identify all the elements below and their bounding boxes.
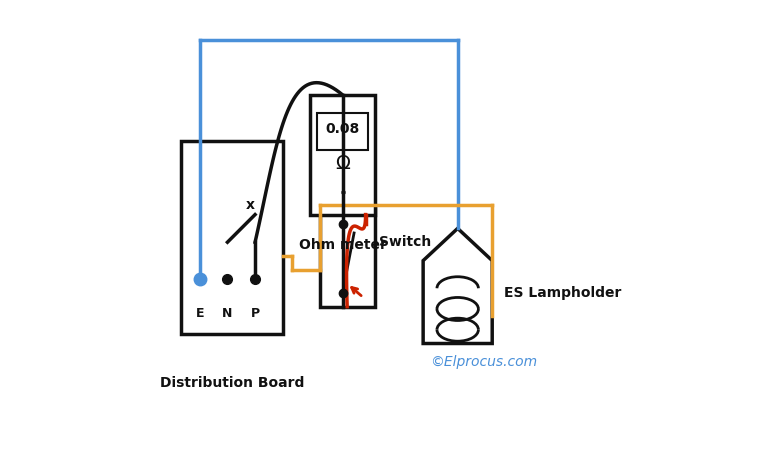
Text: Switch: Switch: [379, 235, 432, 249]
Text: x: x: [246, 199, 255, 212]
Polygon shape: [423, 228, 492, 343]
FancyBboxPatch shape: [181, 141, 283, 334]
Text: Ohm meter: Ohm meter: [299, 238, 386, 252]
FancyBboxPatch shape: [310, 95, 375, 214]
Text: ES Lampholder: ES Lampholder: [504, 286, 621, 300]
FancyBboxPatch shape: [319, 206, 375, 307]
Text: P: P: [250, 307, 260, 320]
Text: Ω: Ω: [335, 154, 350, 173]
FancyBboxPatch shape: [317, 113, 368, 150]
Text: ©Elprocus.com: ©Elprocus.com: [430, 355, 537, 369]
Text: 0.08: 0.08: [326, 123, 359, 137]
Text: N: N: [222, 307, 233, 320]
Text: E: E: [196, 307, 204, 320]
Text: Distribution Board: Distribution Board: [160, 376, 304, 390]
